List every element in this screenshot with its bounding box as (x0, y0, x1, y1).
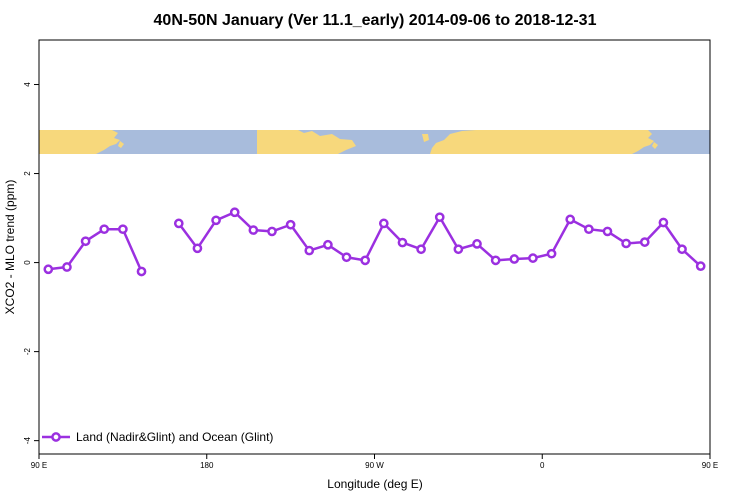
data-point (583, 224, 594, 235)
map-land-asia (39, 130, 120, 154)
data-point (267, 226, 277, 237)
x-tick-label: 0 (540, 461, 545, 470)
data-point (173, 218, 184, 229)
data-point (99, 224, 110, 235)
data-point (602, 226, 613, 237)
data-point (546, 248, 557, 259)
data-point (229, 207, 240, 218)
data-point (621, 238, 631, 249)
legend-label: Land (Nadir&Glint) and Ocean (Glint) (76, 430, 273, 444)
x-tick-label: 90 E (31, 461, 47, 470)
x-tick-label: 90 E (702, 461, 718, 470)
chart-title: 40N-50N January (Ver 11.1_early) 2014-09… (154, 12, 597, 29)
y-axis: -4 -2 0 2 4 (23, 82, 39, 444)
data-point (658, 217, 669, 228)
x-tick-label: 180 (200, 461, 214, 470)
data-point (639, 237, 650, 247)
legend: Land (Nadir&Glint) and Ocean (Glint) (42, 430, 273, 444)
y-tick-label: -4 (23, 437, 32, 445)
x-axis: 90 E 180 90 W 0 90 E (31, 454, 718, 470)
map-strip (39, 130, 710, 154)
data-point (285, 219, 296, 230)
legend-marker (51, 432, 61, 442)
data-point (62, 262, 72, 272)
data-point (378, 218, 389, 229)
y-tick-label: -2 (23, 348, 32, 356)
data-point (528, 253, 538, 263)
data-point (304, 245, 315, 256)
data-point (416, 244, 426, 255)
data-point (80, 236, 91, 247)
data-point (565, 214, 576, 225)
data-point (490, 255, 501, 266)
map-land-japan (652, 142, 658, 149)
data-point (192, 243, 203, 254)
y-tick-label: 0 (23, 260, 32, 265)
x-axis-label: Longitude (deg E) (327, 477, 422, 491)
plot-frame (38, 39, 711, 455)
map-land-europe (430, 130, 654, 154)
data-point (211, 215, 221, 226)
y-tick-label: 4 (23, 82, 32, 87)
data-point (472, 239, 482, 249)
data-point (248, 225, 259, 235)
data-point (434, 212, 445, 223)
data-point (360, 255, 371, 266)
data-point (118, 224, 128, 235)
y-axis-label: XCO2 - MLO trend (ppm) (3, 180, 17, 315)
data-point (323, 239, 333, 250)
plot-area (43, 207, 706, 277)
data-point (397, 237, 408, 248)
map-land-kamchatka (118, 141, 124, 148)
data-point (453, 244, 464, 255)
series-line (48, 227, 143, 272)
map-land-british-isles (422, 134, 429, 142)
data-point (43, 264, 54, 275)
data-point (136, 266, 147, 277)
data-point (509, 254, 520, 264)
y-tick-label: 2 (23, 171, 32, 176)
data-point (677, 244, 687, 255)
map-land-north-america (257, 130, 356, 154)
x-tick-label: 90 W (365, 461, 384, 470)
data-point (341, 252, 352, 263)
data-point (695, 261, 706, 271)
